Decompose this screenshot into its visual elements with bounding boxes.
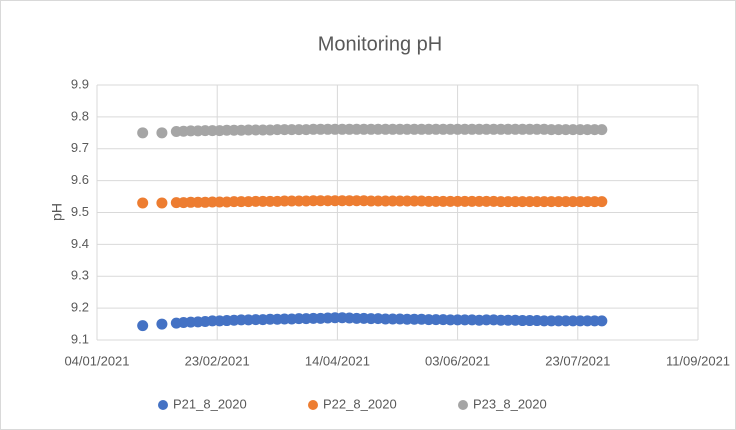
data-point xyxy=(156,127,168,139)
data-point xyxy=(137,320,149,332)
data-point xyxy=(156,318,168,330)
x-tick-label: 14/04/2021 xyxy=(305,353,370,368)
legend-label: P23_8_2020 xyxy=(473,396,547,411)
x-tick-label: 23/07/2021 xyxy=(545,353,610,368)
legend-marker xyxy=(158,400,168,410)
y-tick-label: 9.9 xyxy=(71,76,89,91)
x-tick-label: 23/02/2021 xyxy=(185,353,250,368)
y-axis-label: pH xyxy=(49,203,65,221)
y-tick-label: 9.6 xyxy=(71,172,89,187)
y-tick-label: 9.4 xyxy=(71,236,89,251)
legend-marker xyxy=(308,400,318,410)
data-point xyxy=(137,197,149,209)
legend-marker xyxy=(458,400,468,410)
x-tick-label: 04/01/2021 xyxy=(64,353,129,368)
x-tick-label: 03/06/2021 xyxy=(425,353,490,368)
y-tick-label: 9.1 xyxy=(71,331,89,346)
data-point xyxy=(596,196,608,208)
x-tick-label: 11/09/2021 xyxy=(666,353,730,368)
y-tick-label: 9.5 xyxy=(71,204,89,219)
data-point xyxy=(137,127,149,139)
data-point xyxy=(596,315,608,327)
y-tick-label: 9.7 xyxy=(71,140,89,155)
legend-label: P22_8_2020 xyxy=(323,396,397,411)
legend-label: P21_8_2020 xyxy=(173,396,247,411)
y-tick-label: 9.2 xyxy=(71,300,89,315)
data-point xyxy=(596,124,608,136)
y-tick-label: 9.8 xyxy=(71,108,89,123)
y-tick-label: 9.3 xyxy=(71,268,89,283)
chart-title: Monitoring pH xyxy=(318,33,443,55)
data-point xyxy=(156,197,168,209)
